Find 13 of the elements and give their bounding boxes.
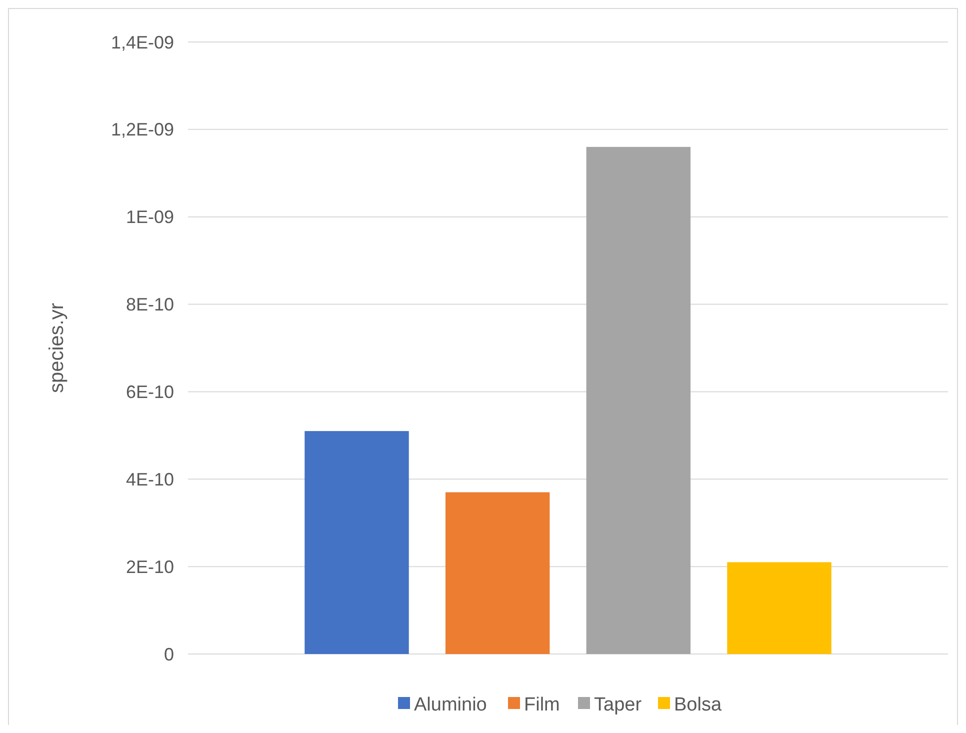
legend-label: Taper <box>594 694 642 716</box>
y-tick-label: 0 <box>164 644 174 664</box>
y-tick-label: 1,2E-09 <box>110 120 174 140</box>
legend-label: Bolsa <box>674 694 722 716</box>
y-tick-label: 8E-10 <box>126 294 174 315</box>
y-axis-title: species.yr <box>46 302 68 394</box>
y-tick-label: 6E-10 <box>126 382 174 402</box>
y-tick-label: 4E-10 <box>126 469 174 490</box>
legend-label: Aluminio <box>414 694 487 716</box>
legend-label: Film <box>524 694 560 716</box>
y-tick-label: 1E-09 <box>126 207 174 228</box>
y-tick-label: 2E-10 <box>126 556 174 577</box>
y-tick-label: 1,4E-09 <box>110 32 174 52</box>
